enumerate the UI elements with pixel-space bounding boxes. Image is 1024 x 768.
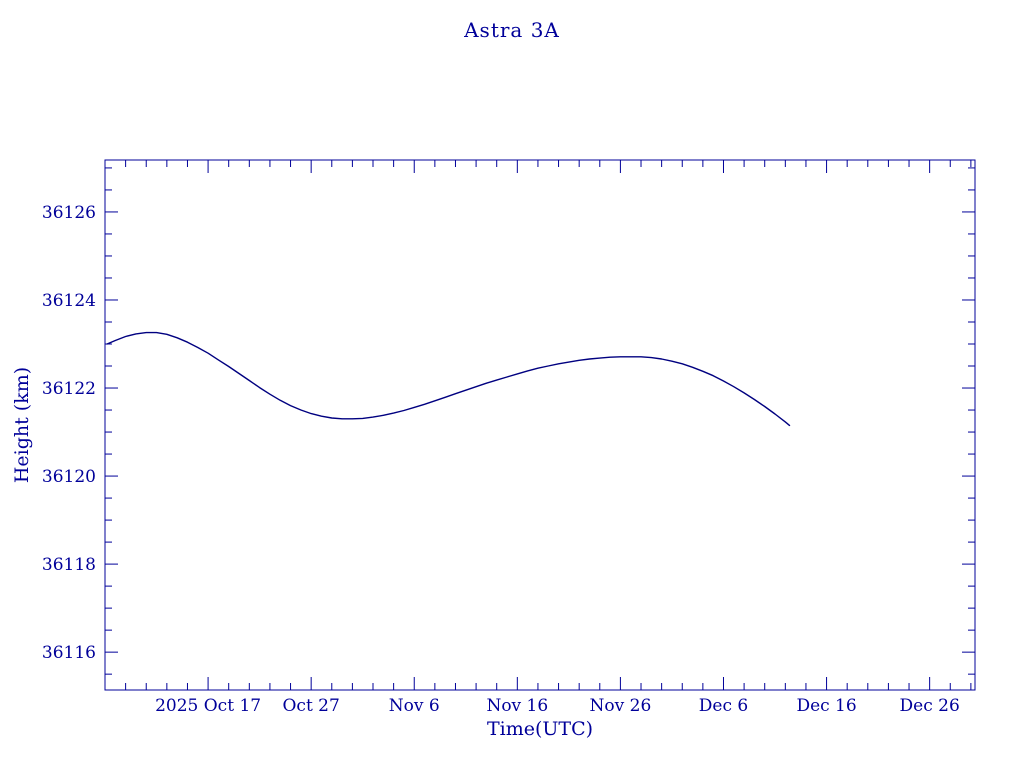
x-tick-label: Dec 26	[900, 696, 960, 716]
y-tick-label: 36116	[42, 643, 96, 663]
y-tick-label: 36120	[42, 467, 96, 487]
x-tick-label: 2025 Oct 17	[155, 696, 261, 716]
chart-title: Astra 3A	[464, 18, 560, 42]
y-tick-labels: 36116 36118 36120 36122 36124 36126	[42, 203, 96, 663]
x-tick-labels: 2025 Oct 17 Oct 27 Nov 6 Nov 16 Nov 26 Dec 6 D…	[155, 696, 960, 716]
axis-ticks	[105, 160, 975, 690]
y-tick-label: 36118	[42, 555, 96, 575]
x-tick-label: Nov 26	[590, 696, 652, 716]
y-tick-label: 36126	[42, 203, 96, 223]
x-tick-label: Oct 27	[282, 696, 339, 716]
y-tick-label: 36122	[42, 379, 96, 399]
y-tick-label: 36124	[42, 291, 96, 311]
x-tick-label: Dec 16	[796, 696, 856, 716]
x-tick-label: Nov 6	[389, 696, 440, 716]
x-tick-label: Nov 16	[486, 696, 548, 716]
plot-frame	[104, 159, 976, 691]
series-line	[106, 331, 791, 427]
x-axis-title: Time(UTC)	[486, 718, 594, 740]
x-tick-label: Dec 6	[699, 696, 748, 716]
